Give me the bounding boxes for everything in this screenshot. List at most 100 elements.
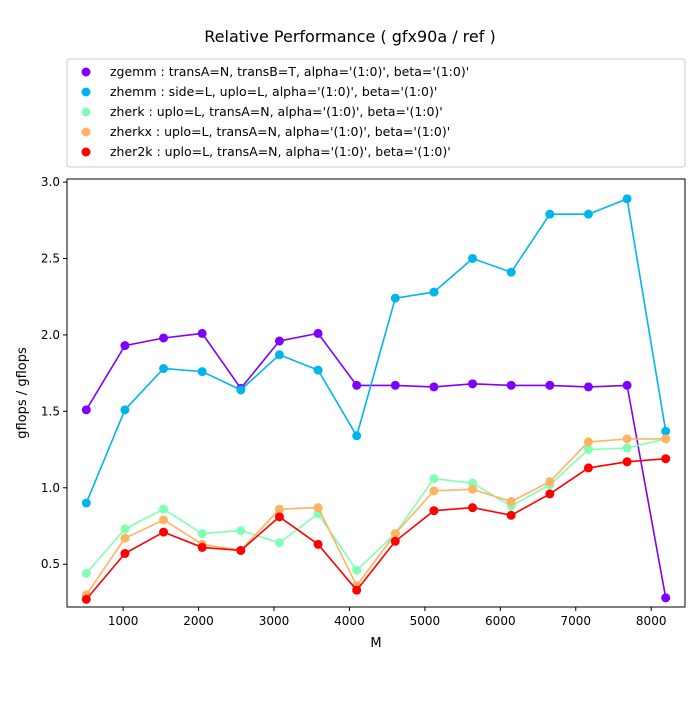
data-point	[81, 498, 91, 508]
x-tick-label: 8000	[636, 614, 667, 628]
y-tick-label: 2.5	[41, 251, 60, 265]
data-point	[429, 486, 439, 496]
data-point	[390, 380, 400, 390]
y-tick-label: 2.0	[41, 328, 60, 342]
y-tick-label: 1.0	[41, 481, 60, 495]
data-point	[120, 405, 130, 415]
series-4	[81, 454, 671, 604]
data-point	[583, 463, 593, 473]
data-point	[352, 380, 362, 390]
legend-label: zherk : uplo=L, transA=N, alpha='(1:0)',…	[110, 104, 443, 119]
series-line	[85, 457, 666, 600]
series-1	[81, 194, 671, 508]
x-tick-label: 7000	[560, 614, 591, 628]
data-point	[468, 379, 478, 389]
axis-ticks: 1000 2000 3000 4000 5000 6000 7000 8000 0.5 1.0 1.…	[41, 175, 667, 628]
legend-marker	[81, 107, 91, 117]
data-point	[429, 382, 439, 392]
series-line	[85, 438, 666, 596]
legend-item: zherkx : uplo=L, transA=N, alpha='(1:0)'…	[81, 124, 450, 139]
data-point	[120, 549, 130, 558]
legend: zgemm : transA=N, transB=T, alpha='(1:0)…	[66, 58, 686, 168]
data-point	[545, 209, 555, 219]
legend-item: zgemm : transA=N, transB=T, alpha='(1:0)…	[81, 64, 469, 79]
x-tick-label: 6000	[485, 614, 516, 628]
data-point	[120, 524, 130, 534]
data-point	[622, 194, 632, 204]
data-point	[81, 405, 91, 415]
data-point	[583, 382, 593, 392]
data-point	[197, 529, 207, 539]
data-point	[661, 454, 671, 464]
data-point	[274, 538, 284, 548]
plot-frame	[66, 178, 686, 608]
data-point	[313, 365, 323, 375]
x-axis-label: M	[370, 636, 381, 651]
data-point	[661, 434, 671, 444]
data-point	[352, 585, 362, 595]
data-point	[313, 539, 323, 549]
data-point	[236, 385, 246, 395]
legend-marker	[81, 87, 91, 97]
data-point	[236, 526, 246, 536]
series-line	[85, 438, 666, 574]
data-point	[352, 431, 362, 441]
data-point	[468, 503, 478, 513]
data-point	[583, 445, 593, 455]
data-point	[622, 443, 632, 453]
legend-marker	[81, 147, 91, 157]
data-point	[159, 527, 169, 537]
x-tick-label: 2000	[183, 614, 214, 628]
series-0	[81, 328, 671, 603]
data-point	[236, 545, 246, 555]
data-point	[429, 287, 439, 297]
legend-box	[66, 58, 686, 168]
legend-label: zhemm : side=L, uplo=L, alpha='(1:0)', b…	[110, 84, 437, 99]
series-line	[85, 197, 667, 504]
data-point	[506, 380, 516, 390]
data-point	[159, 515, 169, 525]
data-point	[468, 484, 478, 494]
data-point	[197, 328, 207, 338]
legend-item: zherk : uplo=L, transA=N, alpha='(1:0)',…	[81, 104, 443, 119]
data-point	[313, 503, 323, 513]
y-tick-label: 3.0	[41, 175, 60, 189]
data-point	[120, 341, 130, 351]
data-point	[429, 474, 439, 484]
data-point	[390, 529, 400, 539]
legend-marker	[81, 127, 91, 137]
data-point	[468, 253, 478, 263]
data-point	[352, 565, 362, 575]
data-point	[622, 380, 632, 390]
data-point	[197, 367, 207, 377]
x-tick-label: 4000	[334, 614, 365, 628]
data-point	[197, 542, 207, 552]
data-point	[545, 380, 555, 390]
series-layer	[81, 194, 671, 604]
x-tick-label: 1000	[108, 614, 139, 628]
data-point	[506, 510, 516, 520]
data-point	[506, 267, 516, 277]
data-point	[274, 504, 284, 514]
data-point	[661, 593, 671, 603]
data-point	[583, 209, 593, 219]
data-point	[274, 336, 284, 346]
data-point	[506, 497, 516, 507]
legend-label: zher2k : uplo=L, transA=N, alpha='(1:0)'…	[110, 144, 451, 159]
data-point	[429, 506, 439, 516]
legend-label: zherkx : uplo=L, transA=N, alpha='(1:0)'…	[110, 124, 450, 139]
data-point	[622, 434, 632, 444]
y-axis-label: gflops / gflops	[15, 347, 30, 439]
x-tick-label: 5000	[410, 614, 441, 628]
data-point	[390, 536, 400, 546]
data-point	[81, 594, 91, 604]
data-point	[120, 533, 130, 543]
y-tick-label: 0.5	[41, 557, 60, 571]
data-point	[583, 437, 593, 447]
data-point	[622, 457, 632, 467]
legend-item: zhemm : side=L, uplo=L, alpha='(1:0)', b…	[81, 84, 437, 99]
data-point	[313, 328, 323, 338]
data-point	[661, 426, 671, 436]
